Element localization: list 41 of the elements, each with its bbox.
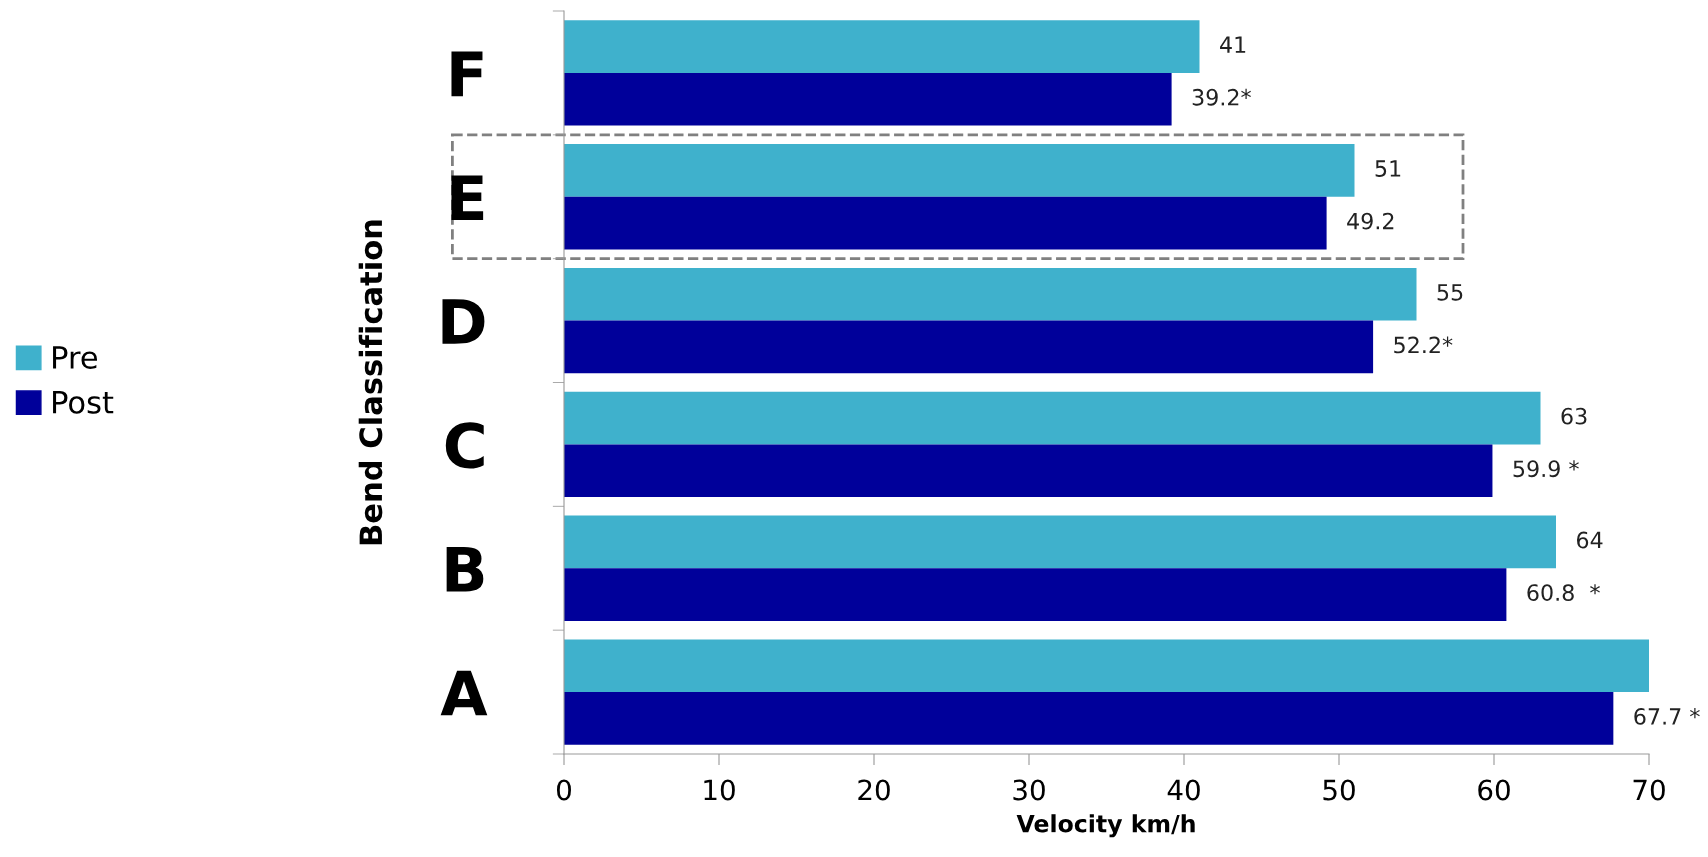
legend-label: Post (53, 391, 114, 414)
x-tick-label: 10 (704, 779, 735, 801)
bar (564, 144, 1355, 197)
data-label: 41 (1220, 36, 1246, 53)
bar (564, 20, 1200, 73)
data-label: 59.9 * (1513, 460, 1579, 478)
data-label: 64 (1577, 531, 1603, 549)
bar (564, 639, 1649, 693)
data-label: 49.2 (1347, 212, 1394, 230)
bar (564, 515, 1556, 569)
bar (564, 72, 1172, 126)
x-tick-label: 20 (858, 779, 890, 801)
y-tick-label: A (440, 670, 488, 716)
y-tick-label: E (451, 175, 484, 220)
bar (564, 692, 1614, 745)
data-label: 55 (1437, 284, 1463, 301)
bar (564, 391, 1541, 445)
y-tick-label: C (445, 422, 484, 469)
x-tick-label: 50 (1323, 779, 1355, 801)
data-label: 67.7 * (1634, 708, 1700, 725)
legend-label: Pre (53, 346, 97, 369)
y-tick-label: F (451, 51, 483, 97)
x-axis-title: Velocity km/h (1016, 814, 1195, 838)
bar (564, 568, 1507, 621)
y-tick-label: D (442, 299, 485, 344)
y-tick-label: B (446, 546, 484, 592)
x-tick-label: 0 (556, 779, 571, 801)
bar (564, 267, 1417, 321)
data-label: 63 (1561, 407, 1587, 425)
data-label: 39.2* (1192, 88, 1251, 106)
y-axis-title: Bend Classification (358, 220, 383, 545)
x-tick-label: 60 (1478, 779, 1510, 801)
x-tick-label: 40 (1167, 779, 1200, 801)
x-tick-label: 30 (1013, 779, 1045, 801)
bar (564, 444, 1493, 498)
data-label: 51 (1375, 160, 1401, 177)
x-tick-label: 70 (1633, 779, 1665, 801)
bar (564, 196, 1327, 250)
data-label: 52.2* (1394, 336, 1453, 354)
bar (564, 320, 1374, 374)
data-label: 60.8 * (1527, 584, 1600, 602)
